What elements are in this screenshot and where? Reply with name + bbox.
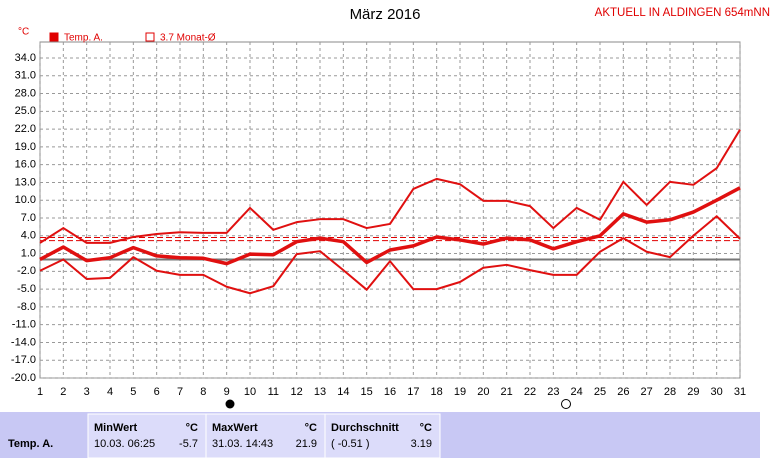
y-tick-label: 16.0 <box>15 159 36 171</box>
y-tick-label: -8.0 <box>17 301 36 313</box>
x-tick-label: 6 <box>154 386 160 398</box>
y-tick-label: 34.0 <box>15 52 36 64</box>
y-tick-label: 1.0 <box>21 247 36 259</box>
x-tick-label: 12 <box>291 386 303 398</box>
stats-cell <box>324 413 441 458</box>
legend-swatch <box>145 32 155 42</box>
stats-time: ( -0.51 ) <box>331 438 370 450</box>
stats-unit: °C <box>186 422 198 434</box>
series-line <box>39 186 741 266</box>
x-tick-label: 11 <box>268 386 279 398</box>
x-tick-label: 8 <box>200 386 206 398</box>
stats-header: MinWert <box>94 422 138 434</box>
stats-value: 3.19 <box>411 438 432 450</box>
y-tick-label: 19.0 <box>15 141 36 153</box>
x-tick-label: 10 <box>244 386 256 398</box>
x-tick-label: 4 <box>107 386 113 398</box>
y-tick-label: -11.0 <box>12 319 36 331</box>
y-tick-label: -14.0 <box>11 336 36 348</box>
x-tick-label: 21 <box>501 386 513 398</box>
x-tick-label: 19 <box>454 386 466 398</box>
x-tick-label: 9 <box>224 386 230 398</box>
y-axis-label: °C <box>18 27 29 38</box>
y-tick-label: -17.0 <box>11 354 36 366</box>
x-tick-label: 15 <box>361 386 373 398</box>
x-tick-label: 23 <box>547 386 559 398</box>
y-tick-label: 10.0 <box>15 194 36 206</box>
x-tick-label: 22 <box>524 386 536 398</box>
y-tick-label: -20.0 <box>11 372 36 384</box>
x-tick-label: 1 <box>37 386 43 398</box>
x-tick-label: 14 <box>337 386 349 398</box>
y-tick-label: 13.0 <box>15 176 36 188</box>
moon-new <box>561 399 571 409</box>
y-tick-label: 28.0 <box>15 87 36 99</box>
stats-row-label: Temp. A. <box>8 438 53 450</box>
stats-unit: °C <box>305 422 317 434</box>
x-tick-label: 25 <box>594 386 606 398</box>
x-tick-label: 20 <box>477 386 489 398</box>
moon-full <box>225 399 235 409</box>
stats-cell <box>205 413 326 458</box>
x-tick-label: 18 <box>431 386 443 398</box>
x-tick-label: 31 <box>734 386 746 398</box>
chart-title: März 2016 <box>350 6 421 23</box>
y-tick-label: 7.0 <box>21 212 36 224</box>
header-right: AKTUELL IN ALDINGEN 654mNN <box>595 7 770 19</box>
x-tick-label: 28 <box>664 386 676 398</box>
y-tick-label: -5.0 <box>17 283 36 295</box>
y-tick-label: -2.0 <box>17 265 36 277</box>
stats-unit: °C <box>420 422 432 434</box>
x-tick-label: 13 <box>314 386 326 398</box>
x-tick-label: 7 <box>177 386 183 398</box>
legend-swatch <box>49 32 59 42</box>
stats-time: 31.03. 14:43 <box>212 438 273 450</box>
x-tick-label: 30 <box>711 386 723 398</box>
stats-cell <box>87 413 207 458</box>
x-tick-label: 5 <box>130 386 136 398</box>
series-line <box>39 215 741 295</box>
stats-header: MaxWert <box>212 422 258 434</box>
stats-time: 10.03. 06:25 <box>94 438 155 450</box>
x-tick-label: 27 <box>641 386 653 398</box>
x-tick-label: 3 <box>84 386 90 398</box>
x-tick-label: 16 <box>384 386 396 398</box>
y-tick-label: 22.0 <box>15 123 36 135</box>
y-tick-label: 31.0 <box>15 70 36 82</box>
legend-label: 3.7 Monat-Ø <box>160 33 216 44</box>
x-tick-label: 26 <box>617 386 629 398</box>
stats-value: -5.7 <box>179 438 198 450</box>
y-tick-label: 4.0 <box>21 230 36 242</box>
y-tick-label: 25.0 <box>15 105 36 117</box>
stats-value: 21.9 <box>296 438 317 450</box>
stats-header: Durchschnitt <box>331 422 399 434</box>
x-tick-label: 17 <box>407 386 419 398</box>
x-tick-label: 29 <box>687 386 699 398</box>
x-tick-label: 2 <box>60 386 66 398</box>
series-line <box>39 129 741 244</box>
legend-label: Temp. A. <box>64 33 103 44</box>
x-tick-label: 24 <box>571 386 583 398</box>
